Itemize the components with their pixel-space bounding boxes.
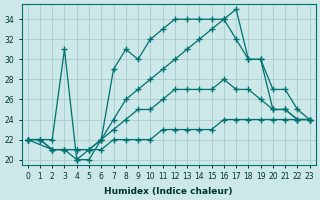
X-axis label: Humidex (Indice chaleur): Humidex (Indice chaleur): [104, 187, 233, 196]
